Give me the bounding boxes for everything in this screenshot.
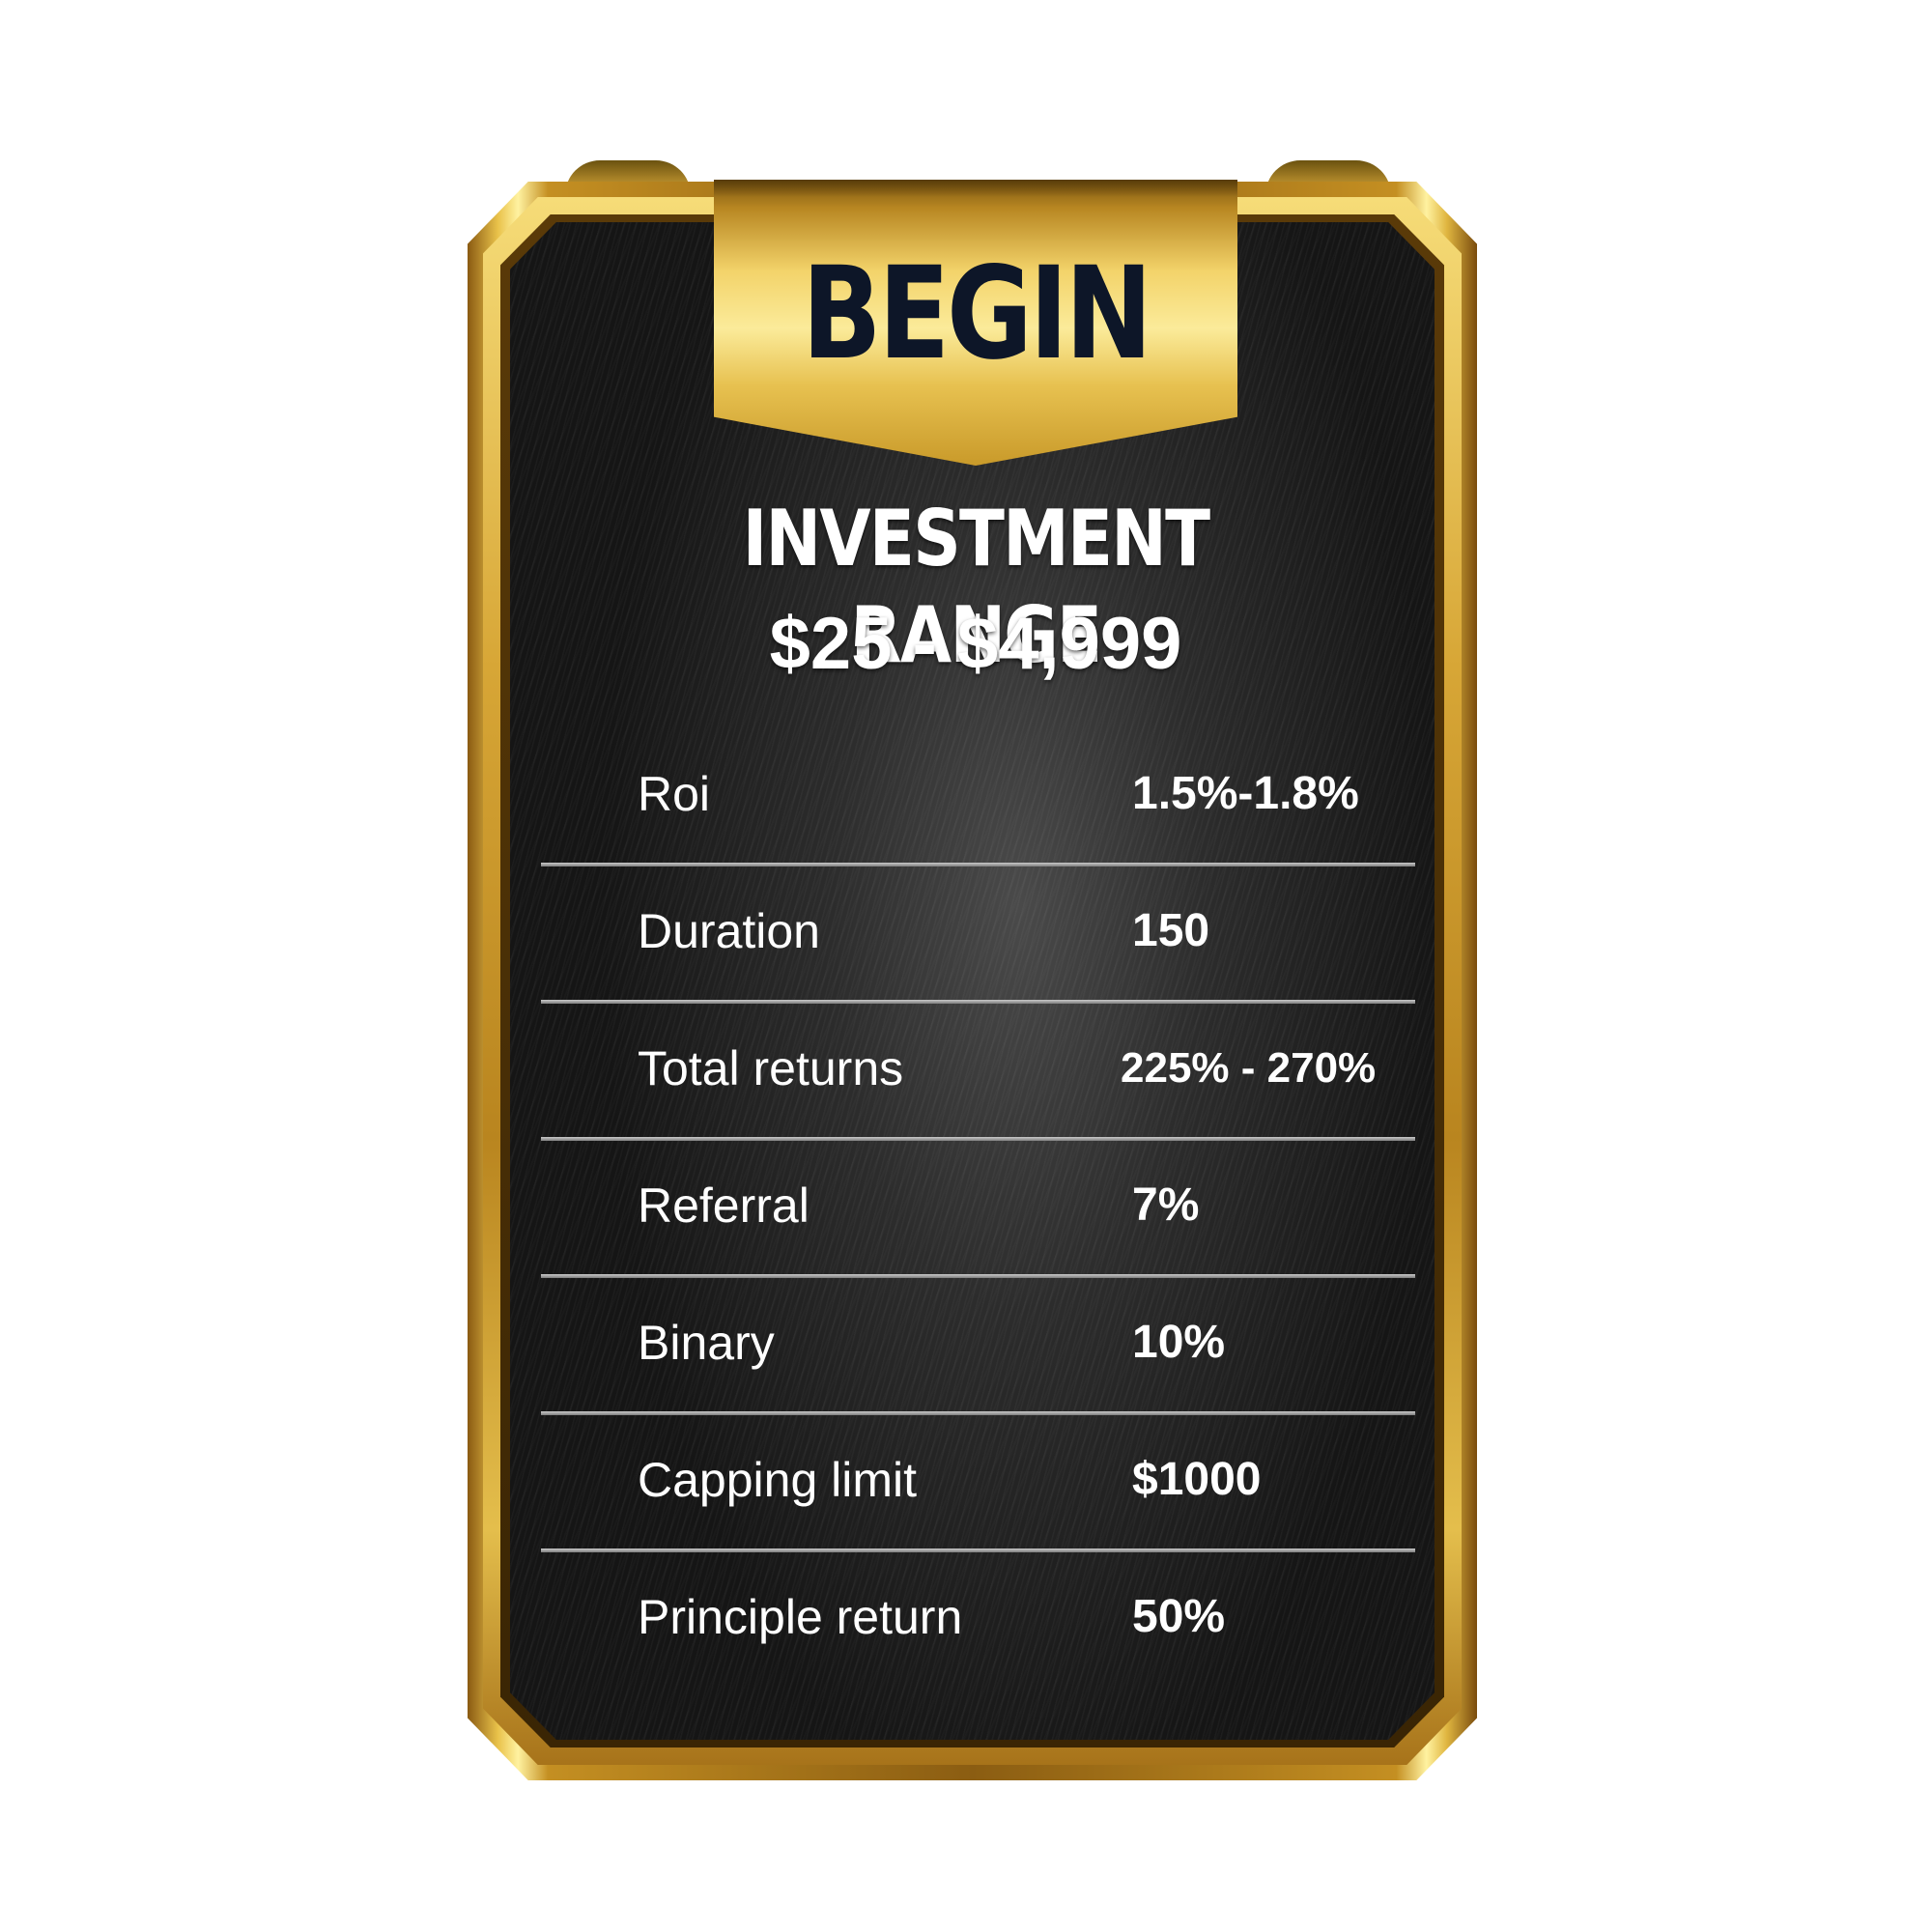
row-divider	[541, 1000, 1415, 1004]
detail-value: $1000	[1132, 1454, 1262, 1505]
row-divider	[541, 863, 1415, 867]
detail-row-referral: Referral 7%	[541, 1141, 1415, 1278]
detail-label: Duration	[638, 904, 820, 958]
detail-row-principle-return: Principle return 50%	[541, 1552, 1415, 1690]
row-divider	[541, 1137, 1415, 1141]
detail-value: 225% - 270%	[1121, 1044, 1377, 1092]
plan-details: Roi 1.5%-1.8% Duration 150 Total returns…	[541, 729, 1415, 1690]
card-panel	[510, 222, 1435, 1740]
detail-label: Referral	[638, 1179, 810, 1233]
banner-shadow	[714, 180, 1237, 197]
detail-value: 50%	[1132, 1591, 1226, 1642]
detail-label: Roi	[638, 767, 711, 821]
plan-name: BEGIN	[802, 240, 1152, 388]
detail-label: Total returns	[638, 1041, 904, 1095]
row-divider	[541, 1274, 1415, 1278]
row-divider	[541, 1548, 1415, 1552]
row-divider	[541, 1411, 1415, 1415]
detail-value: 7%	[1132, 1179, 1200, 1231]
detail-row-roi: Roi 1.5%-1.8%	[541, 729, 1415, 867]
detail-row-capping-limit: Capping limit $1000	[541, 1415, 1415, 1552]
detail-value: 150	[1132, 905, 1210, 956]
detail-label: Principle return	[638, 1590, 963, 1644]
detail-value: 10%	[1132, 1317, 1226, 1368]
detail-value: 1.5%-1.8%	[1132, 768, 1359, 819]
investment-range-title: INVESTMENT RANGE	[742, 494, 1210, 680]
detail-row-binary: Binary 10%	[541, 1278, 1415, 1415]
plan-banner	[714, 180, 1237, 466]
detail-row-total-returns: Total returns 225% - 270%	[541, 1004, 1415, 1141]
detail-label: Binary	[638, 1316, 775, 1370]
investment-range-value: $25 - $4,999	[769, 603, 1182, 685]
detail-row-duration: Duration 150	[541, 867, 1415, 1004]
detail-label: Capping limit	[638, 1453, 918, 1507]
